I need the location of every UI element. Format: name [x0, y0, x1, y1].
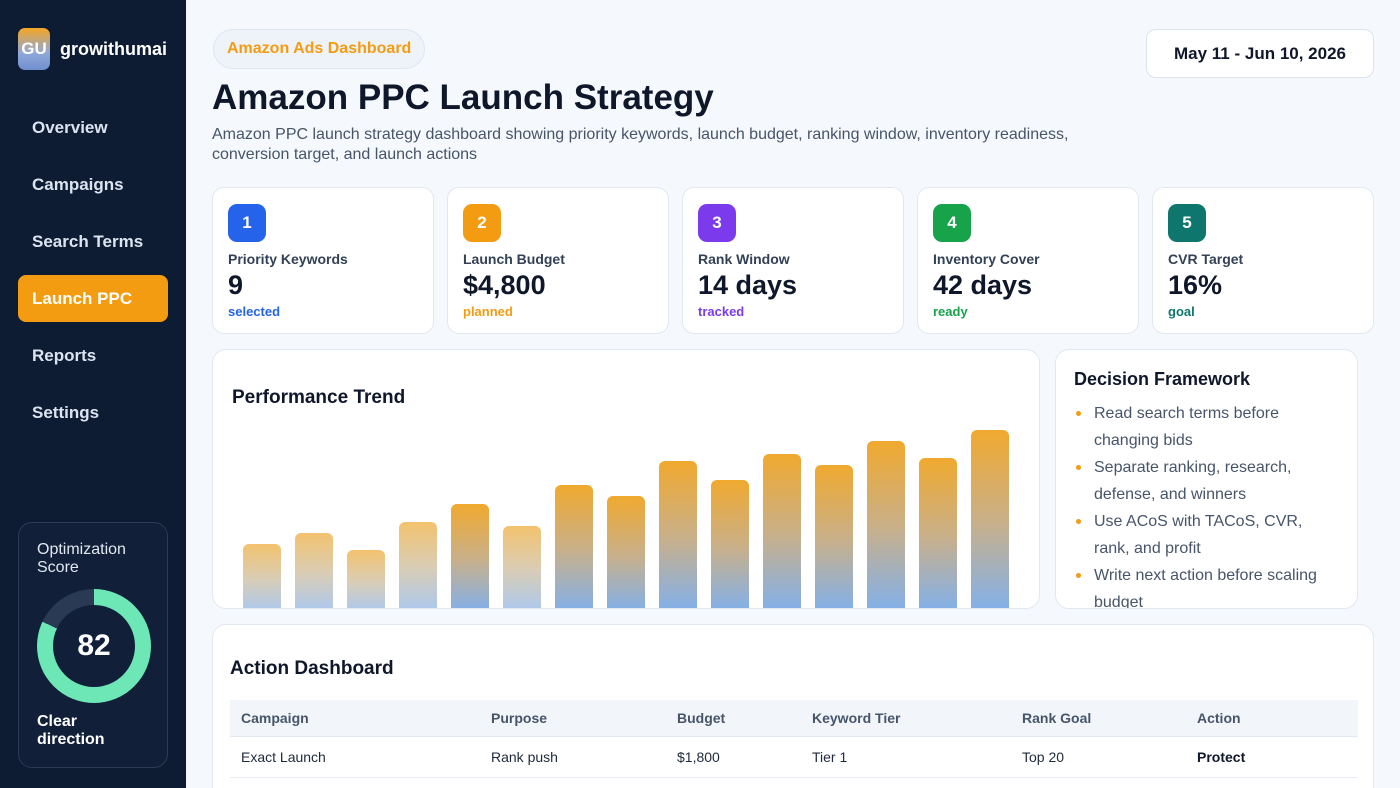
action-dashboard-panel: Action Dashboard Campaign Purpose Budget…: [212, 624, 1374, 788]
kpi-card-launch-budget[interactable]: 2 Launch Budget $4,800 planned: [447, 187, 669, 334]
decision-title: Decision Framework: [1074, 369, 1251, 389]
dashboard-pill: Amazon Ads Dashboard: [213, 29, 426, 69]
chart-title: Performance Trend: [232, 387, 406, 408]
chart-bar[interactable]: [607, 496, 645, 608]
kpi-value: 14 days: [698, 270, 798, 300]
kpi-label: CVR Target: [1168, 251, 1244, 267]
kpi-number-badge: 5: [1168, 204, 1206, 242]
column-header-rank-goal[interactable]: Rank Goal: [1022, 710, 1092, 726]
cell-action[interactable]: Protect: [1197, 749, 1246, 765]
sidebar-item-campaigns[interactable]: Campaigns: [32, 175, 124, 194]
performance-trend-panel: Performance Trend: [212, 349, 1040, 609]
kpi-card-cvr-target[interactable]: 5 CVR Target 16% goal: [1152, 187, 1374, 334]
kpi-value: 9: [228, 270, 244, 300]
decision-item: Read search terms before changing bids: [1076, 400, 1338, 454]
chart-bar[interactable]: [451, 504, 489, 608]
kpi-card-rank-window[interactable]: 3 Rank Window 14 days tracked: [682, 187, 904, 334]
brand-name: growithumai: [60, 38, 167, 59]
column-header-keyword-tier[interactable]: Keyword Tier: [812, 710, 901, 726]
cell-keyword-tier: Tier 1: [812, 749, 848, 765]
chart-bar[interactable]: [711, 480, 749, 608]
kpi-value: $4,800: [463, 270, 546, 300]
kpi-label: Rank Window: [698, 251, 790, 267]
chart-bar[interactable]: [971, 430, 1009, 608]
score-title: Optimization Score: [37, 541, 126, 576]
bar-chart: [213, 350, 1039, 608]
decision-item: Use ACoS with TACoS, CVR, rank, and prof…: [1076, 508, 1338, 562]
kpi-note: tracked: [698, 304, 745, 319]
decision-item: Separate ranking, research, defense, and…: [1076, 454, 1338, 508]
chart-bar[interactable]: [243, 544, 281, 608]
table-row[interactable]: Exact Launch Rank push $1,800 Tier 1 Top…: [230, 737, 1358, 778]
chart-bar[interactable]: [347, 550, 385, 608]
chart-bar[interactable]: [815, 465, 853, 608]
sidebar-item-reports[interactable]: Reports: [32, 346, 97, 365]
kpi-number-badge: 2: [463, 204, 501, 242]
kpi-card-priority-keywords[interactable]: 1 Priority Keywords 9 selected: [212, 187, 434, 334]
kpi-note: ready: [933, 304, 968, 319]
kpi-number-badge: 1: [228, 204, 266, 242]
sidebar-item-launch-ppc[interactable]: Launch PPC: [18, 275, 168, 322]
chart-bar[interactable]: [659, 461, 697, 608]
sidebar-nav: Overview Campaigns Search Terms Launch P…: [18, 104, 168, 446]
sidebar: GU growithumai Overview Campaigns Search…: [0, 0, 186, 788]
action-table: Campaign Purpose Budget Keyword Tier Ran…: [230, 700, 1358, 778]
chart-bar[interactable]: [919, 458, 957, 608]
chart-bar[interactable]: [295, 533, 333, 608]
brand-logo: GU: [18, 28, 50, 70]
sidebar-item-search-terms[interactable]: Search Terms: [32, 232, 144, 251]
chart-bar[interactable]: [399, 522, 437, 608]
sidebar-item-settings[interactable]: Settings: [32, 403, 100, 422]
chart-bar[interactable]: [763, 454, 801, 608]
cell-budget: $1,800: [677, 749, 720, 765]
column-header-purpose[interactable]: Purpose: [491, 710, 548, 726]
column-header-action[interactable]: Action: [1197, 710, 1241, 726]
score-ring: 82: [37, 589, 151, 703]
column-header-campaign[interactable]: Campaign: [241, 710, 309, 726]
chart-bar[interactable]: [867, 441, 905, 608]
sidebar-item-overview[interactable]: Overview: [32, 118, 108, 137]
decision-framework-panel: Decision Framework Read search terms bef…: [1055, 349, 1358, 609]
optimization-score-card: Optimization Score 82 Clear direction: [18, 522, 168, 768]
kpi-card-inventory-cover[interactable]: 4 Inventory Cover 42 days ready: [917, 187, 1139, 334]
decision-item: Write next action before scaling budget: [1076, 562, 1338, 608]
kpi-value: 16%: [1168, 270, 1223, 300]
score-value: 82: [53, 605, 135, 687]
brand[interactable]: GU growithumai: [18, 28, 167, 70]
kpi-note: goal: [1168, 304, 1195, 319]
page-description: Amazon PPC launch strategy dashboard sho…: [212, 126, 1069, 163]
score-subtitle: Clear direction: [37, 713, 105, 748]
cell-rank-goal: Top 20: [1022, 749, 1065, 765]
kpi-label: Inventory Cover: [933, 251, 1040, 267]
kpi-label: Launch Budget: [463, 251, 565, 267]
chart-bar[interactable]: [555, 485, 593, 608]
kpi-number-badge: 4: [933, 204, 971, 242]
chart-bar[interactable]: [503, 526, 541, 608]
column-header-budget[interactable]: Budget: [677, 710, 726, 726]
cell-purpose: Rank push: [491, 749, 558, 765]
kpi-value: 42 days: [933, 270, 1033, 300]
page-title: Amazon PPC Launch Strategy: [212, 78, 714, 117]
kpi-note: selected: [228, 304, 281, 319]
date-range-picker[interactable]: May 11 - Jun 10, 2026: [1146, 29, 1374, 78]
decision-list: Read search terms before changing bids S…: [1076, 400, 1338, 608]
cell-campaign: Exact Launch: [241, 749, 326, 765]
kpi-note: planned: [463, 304, 513, 319]
table-header: Campaign Purpose Budget Keyword Tier Ran…: [230, 700, 1358, 737]
kpi-number-badge: 3: [698, 204, 736, 242]
action-title: Action Dashboard: [230, 658, 394, 679]
kpi-label: Priority Keywords: [228, 251, 348, 267]
